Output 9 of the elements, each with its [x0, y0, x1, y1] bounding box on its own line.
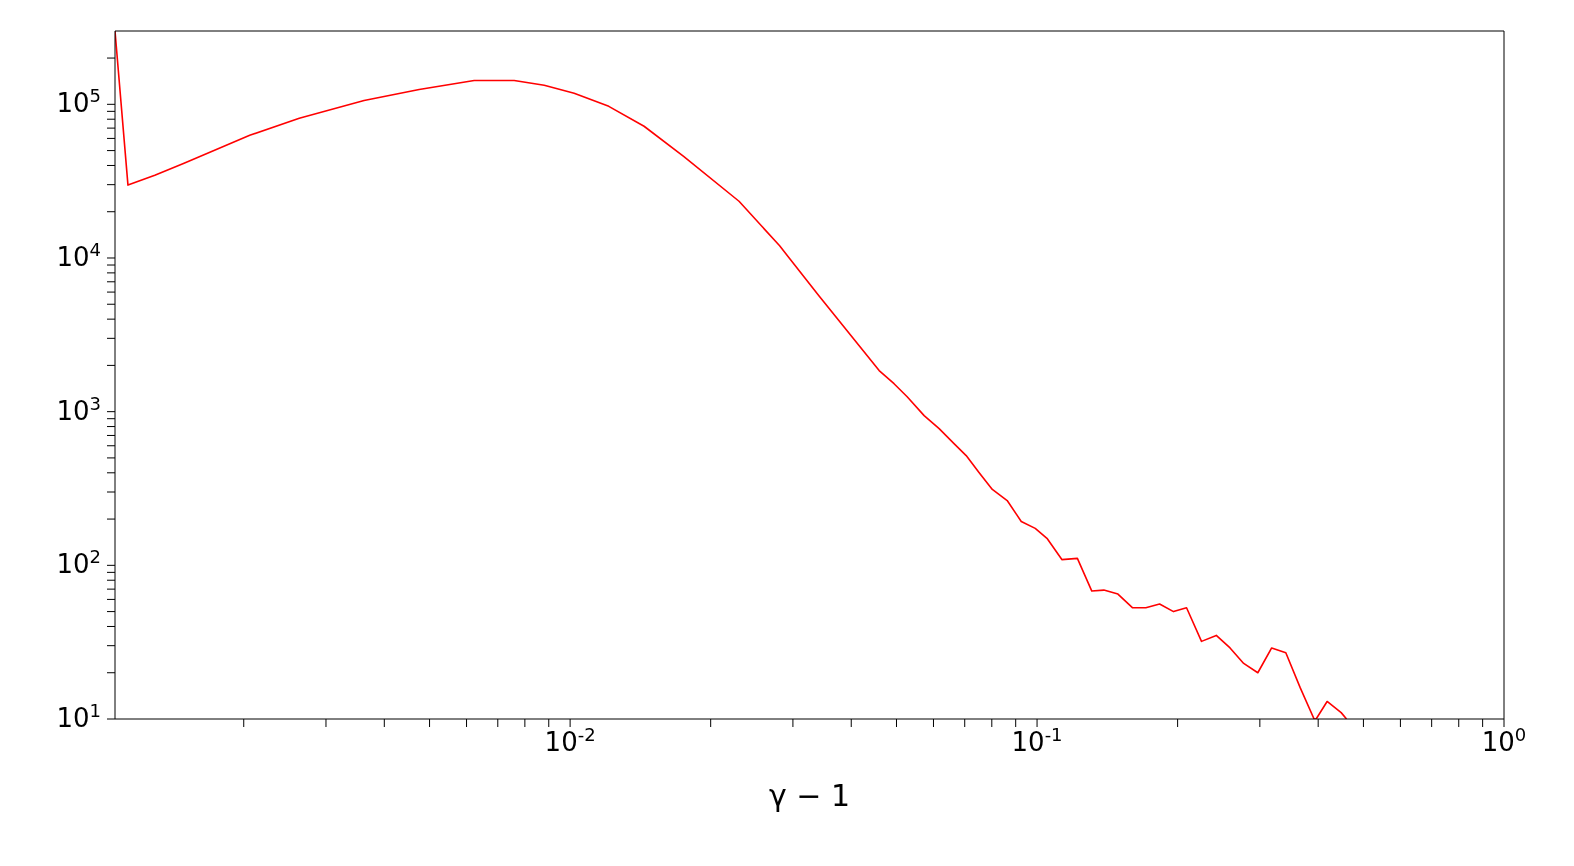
y-tick-label: 10$^{5}$	[56, 84, 101, 119]
x-tick-label: 10$^{0}$	[1481, 723, 1527, 757]
y-tick-label: 10$^{2}$	[56, 545, 101, 580]
y-tick-label: 10$^{1}$	[56, 699, 101, 733]
x-tick-label: 10$^{-2}$	[544, 723, 596, 757]
x-tick-label: 10$^{-1}$	[1011, 723, 1063, 757]
y-tick-label: 10$^{4}$	[56, 238, 101, 272]
x-axis-title: γ − 1	[768, 778, 851, 813]
y-tick-label: 10$^{3}$	[56, 392, 101, 426]
